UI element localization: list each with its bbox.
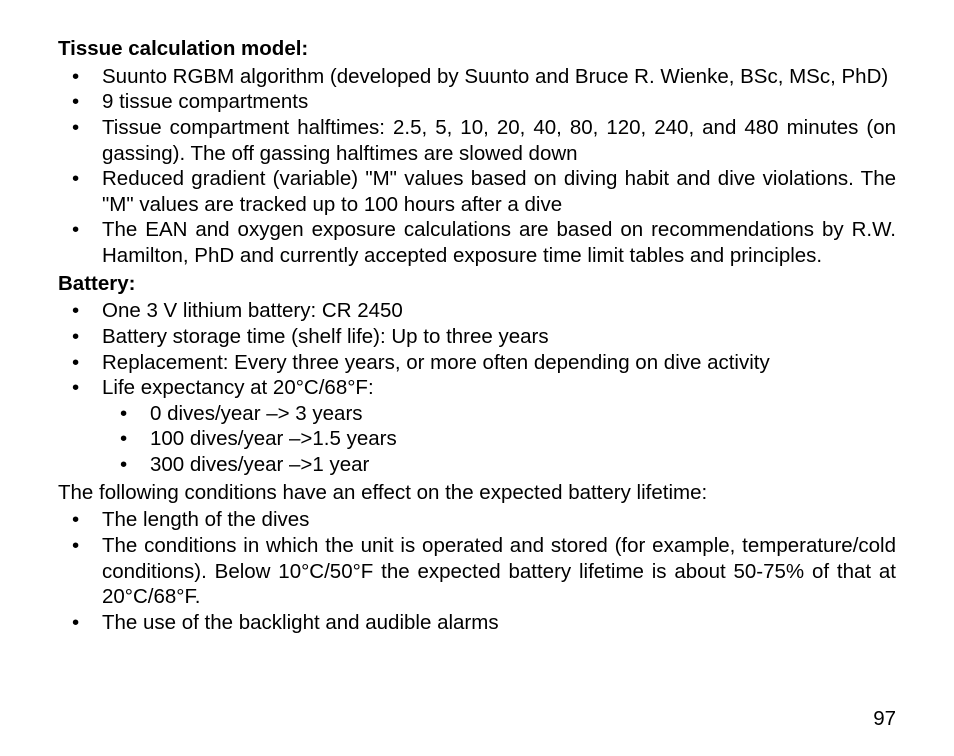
list-item: The length of the dives — [58, 507, 896, 533]
list-item-text: The use of the backlight and audible ala… — [102, 611, 499, 634]
list-item: 300 dives/year –>1 year — [102, 452, 896, 478]
list-life-expectancy: 0 dives/year –> 3 years 100 dives/year –… — [102, 401, 896, 478]
list-item-text: The length of the dives — [102, 508, 309, 531]
list-item-text: One 3 V lithium battery: CR 2450 — [102, 299, 403, 322]
list-conditions: The length of the dives The conditions i… — [58, 507, 896, 635]
paragraph-battery-conditions: The following conditions have an effect … — [58, 480, 896, 506]
list-item-text: 0 dives/year –> 3 years — [150, 402, 363, 425]
list-item-text: 300 dives/year –>1 year — [150, 453, 369, 476]
list-battery: One 3 V lithium battery: CR 2450 Battery… — [58, 298, 896, 477]
list-item: 100 dives/year –>1.5 years — [102, 426, 896, 452]
list-item: 0 dives/year –> 3 years — [102, 401, 896, 427]
list-item: Tissue compartment halftimes: 2.5, 5, 10… — [58, 115, 896, 166]
list-item: One 3 V lithium battery: CR 2450 — [58, 298, 896, 324]
heading-battery: Battery: — [58, 271, 896, 297]
list-item: The EAN and oxygen exposure calculations… — [58, 217, 896, 268]
list-item-text: Reduced gradient (variable) "M" values b… — [102, 167, 896, 216]
page: Tissue calculation model: Suunto RGBM al… — [0, 0, 954, 756]
list-tissue-model: Suunto RGBM algorithm (developed by Suun… — [58, 64, 896, 269]
list-item: Replacement: Every three years, or more … — [58, 350, 896, 376]
list-item-text: Suunto RGBM algorithm (developed by Suun… — [102, 65, 888, 88]
list-item: The use of the backlight and audible ala… — [58, 610, 896, 636]
list-item: Battery storage time (shelf life): Up to… — [58, 324, 896, 350]
list-item-text: The conditions in which the unit is oper… — [102, 534, 896, 608]
list-item-text: The EAN and oxygen exposure calculations… — [102, 218, 896, 267]
heading-tissue-model: Tissue calculation model: — [58, 36, 896, 62]
list-item-text: Replacement: Every three years, or more … — [102, 351, 770, 374]
list-item: 9 tissue compartments — [58, 89, 896, 115]
page-number: 97 — [873, 706, 896, 732]
list-item-text: Tissue compartment halftimes: 2.5, 5, 10… — [102, 116, 896, 165]
list-item-text: 100 dives/year –>1.5 years — [150, 427, 397, 450]
list-item-text: Life expectancy at 20°C/68°F: — [102, 376, 374, 399]
list-item: The conditions in which the unit is oper… — [58, 533, 896, 610]
list-item: Suunto RGBM algorithm (developed by Suun… — [58, 64, 896, 90]
list-item: Life expectancy at 20°C/68°F: 0 dives/ye… — [58, 375, 896, 478]
list-item-text: 9 tissue compartments — [102, 90, 308, 113]
list-item: Reduced gradient (variable) "M" values b… — [58, 166, 896, 217]
list-item-text: Battery storage time (shelf life): Up to… — [102, 325, 549, 348]
